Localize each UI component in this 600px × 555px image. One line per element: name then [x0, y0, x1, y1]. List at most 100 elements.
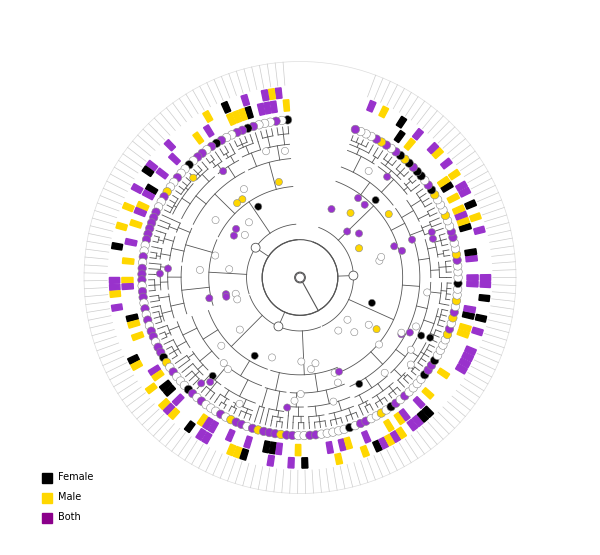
- Circle shape: [138, 281, 146, 290]
- Wedge shape: [202, 432, 212, 444]
- Circle shape: [193, 153, 202, 161]
- Circle shape: [377, 409, 386, 417]
- Circle shape: [356, 380, 363, 387]
- Wedge shape: [128, 320, 140, 328]
- Circle shape: [139, 293, 148, 301]
- Circle shape: [330, 398, 337, 405]
- Circle shape: [396, 151, 405, 160]
- Wedge shape: [269, 442, 276, 454]
- Wedge shape: [227, 113, 236, 125]
- Wedge shape: [455, 181, 467, 191]
- Wedge shape: [404, 138, 415, 150]
- Circle shape: [272, 117, 280, 125]
- Wedge shape: [239, 108, 247, 120]
- Circle shape: [266, 118, 275, 127]
- Circle shape: [392, 399, 400, 407]
- Circle shape: [447, 228, 455, 236]
- Circle shape: [145, 321, 154, 330]
- Wedge shape: [427, 143, 439, 154]
- Circle shape: [254, 203, 262, 210]
- Circle shape: [265, 428, 274, 437]
- Wedge shape: [394, 412, 405, 425]
- Circle shape: [233, 225, 239, 233]
- Circle shape: [335, 327, 342, 334]
- Circle shape: [349, 271, 358, 280]
- Wedge shape: [240, 448, 248, 460]
- Circle shape: [334, 427, 343, 435]
- Wedge shape: [472, 327, 483, 336]
- Circle shape: [137, 276, 146, 284]
- Circle shape: [163, 358, 171, 367]
- Circle shape: [344, 228, 351, 235]
- Circle shape: [391, 243, 398, 250]
- Circle shape: [405, 159, 413, 168]
- Circle shape: [149, 213, 158, 222]
- Circle shape: [198, 149, 206, 158]
- Wedge shape: [163, 403, 175, 415]
- Circle shape: [406, 329, 413, 336]
- Circle shape: [139, 253, 148, 261]
- Wedge shape: [131, 332, 144, 341]
- Wedge shape: [227, 444, 236, 456]
- Circle shape: [223, 293, 230, 300]
- Circle shape: [439, 206, 447, 214]
- Circle shape: [248, 424, 257, 432]
- Circle shape: [212, 139, 221, 148]
- Circle shape: [173, 372, 181, 381]
- Circle shape: [144, 230, 152, 238]
- Circle shape: [288, 431, 296, 440]
- Circle shape: [283, 115, 292, 124]
- Wedge shape: [379, 437, 388, 449]
- Circle shape: [140, 247, 148, 255]
- Wedge shape: [197, 414, 208, 426]
- Wedge shape: [465, 200, 476, 209]
- Circle shape: [209, 372, 216, 380]
- Circle shape: [417, 375, 425, 384]
- Wedge shape: [326, 442, 334, 453]
- Circle shape: [291, 397, 298, 404]
- Wedge shape: [131, 360, 143, 370]
- Circle shape: [351, 125, 359, 134]
- Wedge shape: [399, 409, 410, 421]
- Circle shape: [441, 336, 449, 344]
- Wedge shape: [233, 110, 242, 123]
- Circle shape: [294, 431, 302, 440]
- Circle shape: [243, 422, 251, 431]
- Circle shape: [212, 252, 219, 259]
- Circle shape: [398, 329, 405, 336]
- Wedge shape: [437, 368, 449, 379]
- Wedge shape: [457, 329, 469, 338]
- Wedge shape: [112, 304, 122, 311]
- Circle shape: [180, 381, 188, 390]
- Wedge shape: [109, 278, 120, 284]
- Wedge shape: [137, 201, 149, 211]
- Circle shape: [361, 201, 368, 208]
- Circle shape: [439, 341, 447, 349]
- Wedge shape: [462, 352, 473, 362]
- Circle shape: [433, 195, 442, 204]
- Circle shape: [139, 258, 147, 267]
- Circle shape: [212, 216, 219, 224]
- Circle shape: [396, 395, 404, 404]
- Circle shape: [206, 379, 214, 386]
- Wedge shape: [373, 440, 382, 452]
- Wedge shape: [474, 226, 485, 234]
- Circle shape: [356, 127, 365, 136]
- Wedge shape: [275, 88, 282, 99]
- Circle shape: [163, 188, 172, 196]
- Wedge shape: [148, 365, 161, 376]
- Wedge shape: [413, 397, 425, 408]
- Circle shape: [445, 325, 454, 333]
- Circle shape: [450, 239, 458, 247]
- Wedge shape: [208, 421, 218, 433]
- Circle shape: [346, 423, 354, 432]
- Circle shape: [197, 397, 206, 405]
- Wedge shape: [203, 417, 213, 430]
- Circle shape: [238, 126, 247, 134]
- Circle shape: [239, 196, 246, 203]
- Circle shape: [284, 404, 291, 411]
- Circle shape: [160, 353, 168, 362]
- Circle shape: [398, 247, 406, 254]
- Circle shape: [445, 222, 454, 230]
- Circle shape: [317, 430, 326, 438]
